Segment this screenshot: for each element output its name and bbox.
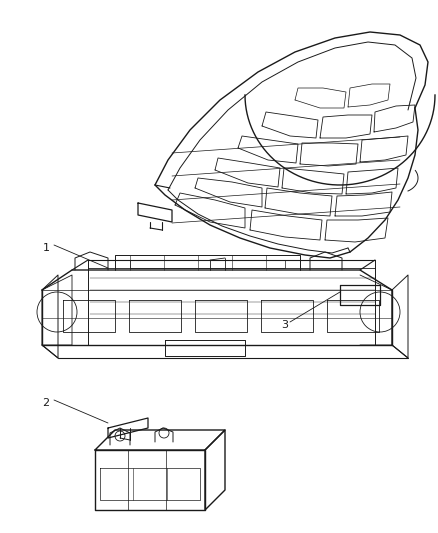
Text: 2: 2 [42, 398, 49, 408]
Text: 1: 1 [42, 243, 49, 253]
Text: 3: 3 [282, 320, 289, 330]
